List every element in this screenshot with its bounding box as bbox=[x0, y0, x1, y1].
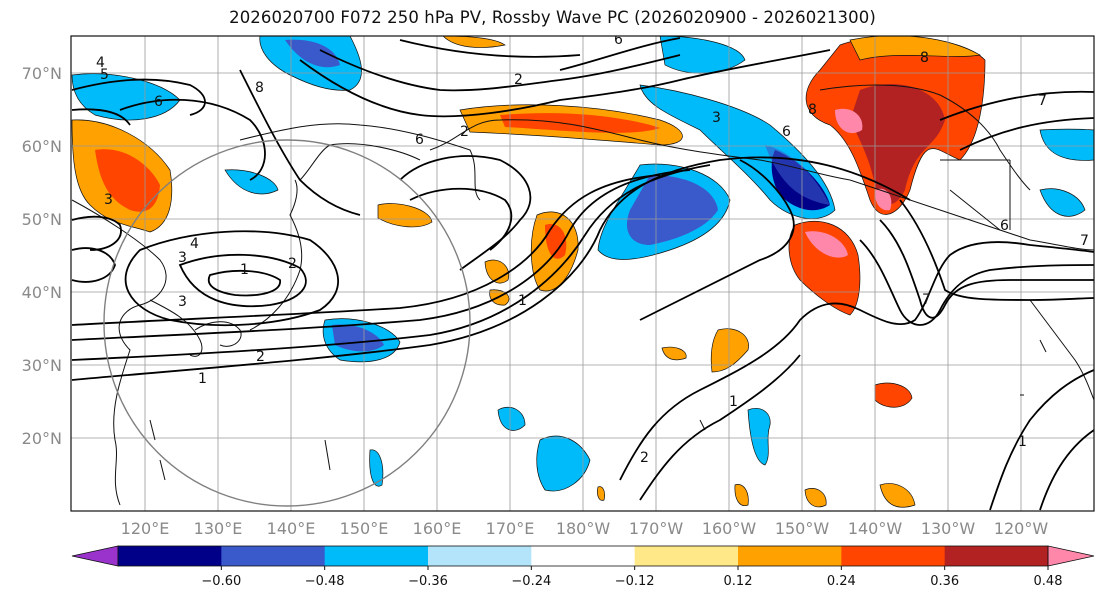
lon-label: 150°W bbox=[775, 519, 830, 538]
lon-label: 170°E bbox=[486, 519, 535, 538]
colorbar-tick-label: −0.48 bbox=[305, 574, 345, 589]
lon-label: 140°W bbox=[848, 519, 903, 538]
graticule bbox=[71, 36, 1094, 511]
lon-label: 130°W bbox=[921, 519, 976, 538]
latitude-labels: 70°N 60°N 50°N 40°N 30°N 20°N bbox=[22, 64, 62, 448]
contour-label: 2 bbox=[288, 256, 297, 272]
colorbar-swatch bbox=[841, 546, 946, 566]
contour-label: 3 bbox=[178, 294, 187, 310]
colorbar-tick-label: 0.24 bbox=[827, 574, 856, 589]
contour-label: 1 bbox=[240, 262, 249, 278]
contour-label: 6 bbox=[415, 132, 424, 148]
contour-label: 2 bbox=[256, 349, 265, 365]
colorbar-swatch bbox=[738, 546, 842, 566]
colorbar-swatch bbox=[324, 546, 429, 566]
lat-label: 40°N bbox=[22, 283, 62, 302]
contour-label: 5 bbox=[100, 67, 109, 83]
contour-label: 6 bbox=[614, 32, 623, 48]
contour-label: 7 bbox=[922, 292, 931, 308]
contour-label: 2 bbox=[460, 124, 469, 140]
contour-label: 8 bbox=[808, 102, 817, 118]
contour-label: 1 bbox=[518, 293, 527, 309]
contour-label: 8 bbox=[920, 50, 929, 66]
colorbar-tick-labels: −0.60 −0.48 −0.36 −0.24 −0.12 0.12 0.24 0.36 0.4… bbox=[201, 566, 1063, 589]
lon-label: 150°E bbox=[340, 519, 389, 538]
colorbar-tick-label: 0.36 bbox=[930, 574, 959, 589]
contour-label: 1 bbox=[1018, 434, 1027, 450]
lon-label: 180°W bbox=[556, 519, 611, 538]
lat-label: 60°N bbox=[22, 137, 62, 156]
contour-label: 7 bbox=[1038, 93, 1047, 109]
colorbar-swatch bbox=[634, 546, 739, 566]
colorbar-swatch bbox=[944, 546, 1049, 566]
colorbar-swatch bbox=[221, 546, 326, 566]
contour-label: 2 bbox=[640, 450, 649, 466]
colorbar-extend-low bbox=[71, 545, 119, 567]
lon-label: 170°W bbox=[629, 519, 684, 538]
longitude-labels: 120°E 130°E 140°E 150°E 160°E 170°E 180°… bbox=[121, 519, 1049, 538]
colorbar-tick-label: 0.48 bbox=[1034, 574, 1063, 589]
colorbar-swatch bbox=[428, 546, 532, 566]
plot-frame bbox=[70, 35, 1095, 512]
colorbar-tick-label: −0.36 bbox=[408, 574, 448, 589]
colorbar bbox=[71, 545, 1095, 567]
lat-label: 20°N bbox=[22, 429, 62, 448]
lon-label: 120°E bbox=[121, 519, 170, 538]
lon-label: 140°E bbox=[267, 519, 316, 538]
contour-label: 1 bbox=[198, 371, 207, 387]
colorbar-tick-label: 0.12 bbox=[724, 574, 753, 589]
lon-label: 130°E bbox=[194, 519, 243, 538]
coastlines bbox=[71, 84, 1094, 506]
pv-anomaly-shading bbox=[71, 36, 1094, 508]
contour-label: 3 bbox=[178, 250, 187, 266]
rossby-wave-region-circle bbox=[103, 139, 471, 507]
colorbar-tick-label: −0.60 bbox=[201, 574, 241, 589]
contour-label: 6 bbox=[782, 124, 791, 140]
map-title: 2026020700 F072 250 hPa PV, Rossby Wave … bbox=[229, 8, 876, 27]
lon-label: 160°W bbox=[702, 519, 757, 538]
colorbar-tick-label: −0.12 bbox=[615, 574, 655, 589]
colorbar-extend-high bbox=[1047, 545, 1095, 567]
lat-label: 50°N bbox=[22, 210, 62, 229]
lon-label: 160°E bbox=[413, 519, 462, 538]
contour-label: 2 bbox=[514, 72, 523, 88]
contour-label: 3 bbox=[104, 192, 113, 208]
pv-contours bbox=[71, 37, 1094, 511]
lat-label: 70°N bbox=[22, 64, 62, 83]
colorbar-swatch bbox=[118, 546, 222, 566]
contour-label: 7 bbox=[1080, 233, 1089, 249]
contour-label: 6 bbox=[1000, 218, 1009, 234]
contour-label: 1 bbox=[729, 394, 738, 410]
contour-value-labels: 4 5 6 8 3 2 6 6 7 3 4 3 1 2 2 1 2 2 1 6 … bbox=[96, 32, 1089, 466]
contour-label: 8 bbox=[255, 80, 264, 96]
contour-label: 4 bbox=[96, 55, 105, 71]
contour-label: 4 bbox=[190, 236, 199, 252]
contour-label: 3 bbox=[712, 110, 721, 126]
contour-label: 6 bbox=[154, 94, 163, 110]
colorbar-swatch bbox=[531, 546, 636, 566]
colorbar-tick-label: −0.24 bbox=[511, 574, 551, 589]
lat-label: 30°N bbox=[22, 356, 62, 375]
colorbar-frame bbox=[117, 545, 1049, 567]
lon-label: 120°W bbox=[994, 519, 1049, 538]
